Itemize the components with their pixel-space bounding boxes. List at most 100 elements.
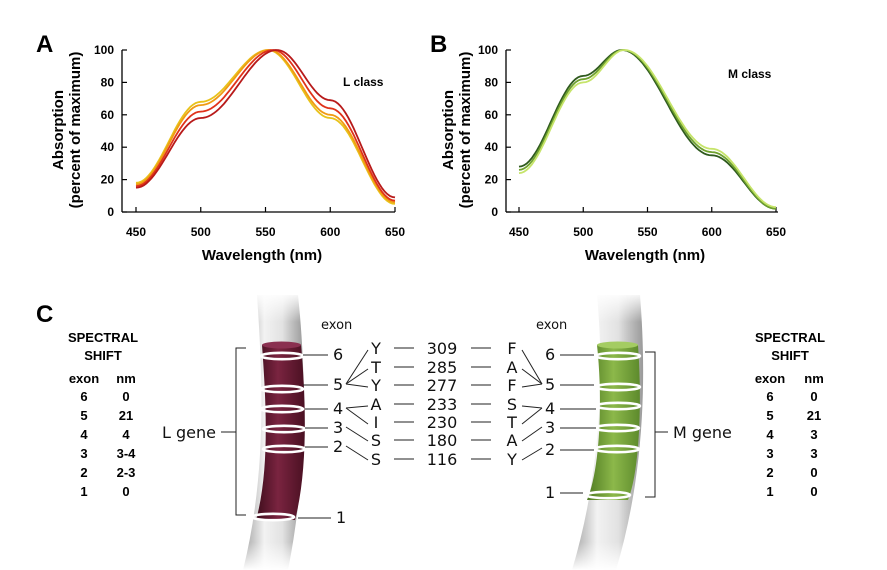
m-residue: S xyxy=(507,395,517,414)
r-exon-residue-connector xyxy=(521,426,543,442)
panel-a: A Absorption (percent of maximum) 0 20 40 6… xyxy=(36,31,405,264)
left-table-col-exon: exon xyxy=(69,371,99,386)
residue-position: 309 xyxy=(427,339,458,358)
panel-b-absorption-curve-2 xyxy=(518,49,777,210)
m-gene-top-cap xyxy=(597,341,638,349)
panel-a-xlabel: Wavelength (nm) xyxy=(202,247,322,264)
panel-a-xtick-label: 650 xyxy=(385,225,405,239)
r-exon-residue-connector xyxy=(521,349,543,385)
panel-a-ylabel-line1: Absorption xyxy=(50,90,67,170)
panel-b-ytick-label: 20 xyxy=(485,173,499,187)
m-gene-segment xyxy=(587,345,640,500)
right-spectral-shift-table: SPECTRAL SHIFT exon nm 6 0 5 21 4 3 3 3 2 0 1 0 xyxy=(755,330,825,499)
left-table-exon-cell: 4 xyxy=(80,427,88,442)
m-residue: Y xyxy=(506,450,517,469)
left-exon-numbers: 6 5 432 1 xyxy=(298,345,346,527)
panel-a-letter: A xyxy=(36,31,53,58)
right-table-title-1: SPECTRAL xyxy=(755,330,825,345)
l-residue: Y xyxy=(370,339,381,358)
panel-a-absorption-curve-4 xyxy=(135,49,396,199)
right-table-title-2: SHIFT xyxy=(771,348,809,363)
left-table-exon-cell: 6 xyxy=(80,389,87,404)
panel-a-ytick-label: 0 xyxy=(107,205,114,219)
l-exon-residue-connector xyxy=(345,445,369,461)
right-table-nm-cell: 3 xyxy=(810,427,817,442)
l-exon-residue-connector xyxy=(345,349,369,385)
l-residue: I xyxy=(374,413,379,432)
l-residue: T xyxy=(370,358,381,377)
panel-a-xtick-label: 500 xyxy=(191,225,211,239)
m-gene-label: M gene xyxy=(673,423,732,442)
l-gene-top-cap xyxy=(262,341,301,349)
l-gene-bracket xyxy=(235,347,246,516)
panel-b-ytick-label: 60 xyxy=(485,108,499,122)
left-table-nm-cell: 0 xyxy=(122,389,129,404)
r-exon-residue-connector xyxy=(521,368,543,385)
m-residue: F xyxy=(507,376,516,395)
l-exon-residue-connector xyxy=(345,405,369,409)
l-exon-number: 3 xyxy=(333,418,343,437)
m-exon-band xyxy=(584,490,632,500)
left-table-exon-cell: 1 xyxy=(80,484,87,499)
right-table-exon-cell: 2 xyxy=(766,465,773,480)
left-table-exon-cell: 5 xyxy=(80,408,87,423)
l-exon-band xyxy=(261,424,307,434)
l-exon-residue-connector xyxy=(345,407,369,425)
m-exon-band xyxy=(594,382,642,392)
panel-a-xtick-label: 450 xyxy=(126,225,146,239)
panel-b-ylabel-line1: Absorption xyxy=(440,90,457,170)
r-exon-number: 4 xyxy=(545,399,555,418)
panel-b-xtick-label: 600 xyxy=(702,225,722,239)
r-exon-number: 2 xyxy=(545,440,555,459)
right-table-exon-cell: 4 xyxy=(766,427,774,442)
r-exon-number: 1 xyxy=(545,483,555,502)
left-table-exon-cell: 3 xyxy=(80,446,87,461)
right-table-col-exon: exon xyxy=(755,371,785,386)
exon-residue-connectors xyxy=(345,349,543,461)
right-exon-numbers: 6 5 43 2 1 xyxy=(545,345,596,502)
right-table-exon-cell: 1 xyxy=(766,484,773,499)
panel-a-plot-area xyxy=(135,49,396,205)
l-exon-number: 1 xyxy=(336,508,346,527)
right-table-nm-cell: 21 xyxy=(807,408,821,423)
l-exon-number: 5 xyxy=(333,375,343,394)
panel-c-letter: C xyxy=(36,301,53,328)
m-gene-bracket xyxy=(645,351,656,498)
l-exon-number: 4 xyxy=(333,399,343,418)
panel-a-ytick-label: 100 xyxy=(94,43,114,57)
residue-position: 230 xyxy=(427,413,458,432)
r-exon-residue-connector xyxy=(521,405,543,409)
right-table-nm-cell: 0 xyxy=(810,389,817,404)
left-table-col-nm: nm xyxy=(116,371,136,386)
left-table-nm-cell: 0 xyxy=(122,484,129,499)
r-exon-residue-connector xyxy=(521,383,543,388)
panel-a-absorption-curve-3 xyxy=(135,49,396,202)
l-exon-band xyxy=(259,351,305,361)
m-residue: A xyxy=(507,431,518,450)
panel-b-ytick-label: 40 xyxy=(485,140,499,154)
l-exon-residue-connector xyxy=(345,368,369,385)
l-exon-band xyxy=(259,404,305,414)
l-exon-band xyxy=(259,384,305,394)
l-exon-residue-connector xyxy=(345,426,369,442)
m-residue: A xyxy=(507,358,518,377)
residue-position: 116 xyxy=(427,450,458,469)
panel-b-xtick-label: 500 xyxy=(573,225,593,239)
right-table-exon-cell: 5 xyxy=(766,408,773,423)
left-table-title-1: SPECTRAL xyxy=(68,330,138,345)
panel-a-class-label: L class xyxy=(343,75,384,89)
panel-b-xlabel: Wavelength (nm) xyxy=(585,247,705,264)
r-exon-residue-connector xyxy=(521,407,543,425)
residue-position: 285 xyxy=(427,358,458,377)
panel-b-absorption-curve-3 xyxy=(518,49,777,208)
right-table-nm-cell: 0 xyxy=(810,484,817,499)
panel-b-xtick-label: 550 xyxy=(637,225,657,239)
m-exon-band xyxy=(594,401,642,411)
m-residue: F xyxy=(507,339,516,358)
panel-a-absorption-curve-1 xyxy=(135,49,396,205)
left-exon-header: exon xyxy=(321,318,352,333)
l-residue: A xyxy=(371,395,382,414)
l-gene-exon-bands xyxy=(250,351,307,522)
panel-b-plot-area xyxy=(518,49,777,210)
